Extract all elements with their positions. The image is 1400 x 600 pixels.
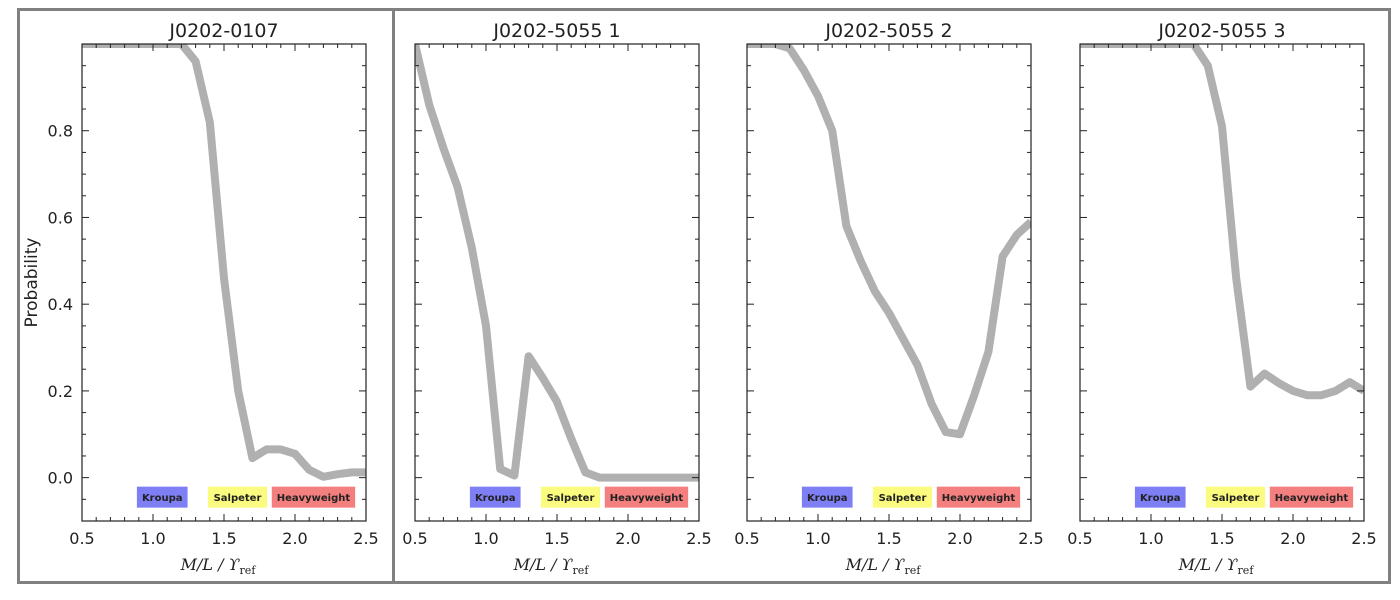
axes-frame (414, 43, 700, 522)
y-tick-label: 0.4 (48, 295, 73, 314)
subplot-3: J0202-5055 2 Kroupa Salpeter Heavyweight 0.5… (734, 20, 1043, 577)
subplot-title: J0202-0107 (168, 20, 278, 42)
x-axis-label-main: M/L / ϒ (845, 555, 906, 574)
band-heavyweight (1269, 486, 1354, 508)
x-tick-label: 1.5 (211, 529, 236, 548)
x-tick-label: 1.0 (1138, 529, 1163, 548)
x-tick-label: 2.0 (615, 529, 640, 548)
band-label: Kroupa (1140, 493, 1181, 504)
subplot-1: J0202-0107 Kroupa Salpeter Heavyweight 0.5 1.… (48, 20, 379, 577)
y-axis-label: Probability (22, 238, 42, 328)
band-label: Salpeter (214, 493, 262, 504)
x-tick-label: 0.5 (1067, 529, 1092, 548)
y-tick-label: 0.8 (48, 122, 73, 141)
x-tick-label: 1.5 (544, 529, 569, 548)
x-axis-label-main: M/L / ϒ (180, 555, 241, 574)
y-tick-label: 0.2 (48, 382, 73, 401)
x-axis-label-main: M/L / ϒ (513, 555, 574, 574)
x-tick-label: 2.0 (1280, 529, 1305, 548)
x-axis-label-subscript: ref (1238, 564, 1255, 577)
probability-curve (415, 44, 699, 482)
band-salpeter (540, 486, 601, 508)
x-axis-label-subscript: ref (905, 564, 922, 577)
x-tick-label: 1.0 (140, 529, 165, 548)
x-axis-label-subscript: ref (573, 564, 590, 577)
band-salpeter (207, 486, 268, 508)
x-axis-label: M/L / ϒref (845, 555, 922, 577)
band-kroupa (469, 486, 521, 508)
band-label: Heavyweight (610, 493, 684, 504)
band-salpeter (1205, 486, 1266, 508)
x-tick-label: 2.5 (1018, 529, 1043, 548)
band-kroupa (136, 486, 188, 508)
probability-curve (747, 44, 1031, 439)
x-tick-label: 0.5 (402, 529, 427, 548)
subplot-4: J0202-5055 3 Kroupa Salpeter Heavyweight 0.5… (1067, 20, 1376, 577)
x-tick-label: 2.5 (686, 529, 711, 548)
x-tick-label: 1.0 (473, 529, 498, 548)
band-label: Salpeter (1212, 493, 1260, 504)
band-label: Kroupa (475, 493, 516, 504)
x-axis-label: M/L / ϒref (180, 555, 257, 577)
x-tick-label: 0.5 (734, 529, 759, 548)
x-tick-label: 1.5 (876, 529, 901, 548)
band-label: Heavyweight (1275, 493, 1349, 504)
subplot-title: J0202-5055 3 (1157, 20, 1285, 42)
y-tick-label: 0.0 (48, 469, 73, 488)
band-label: Kroupa (807, 493, 848, 504)
x-tick-label: 2.5 (353, 529, 378, 548)
band-salpeter (872, 486, 933, 508)
subplot-2: J0202-5055 1 Kroupa Salpeter Heavyweight 0.5… (402, 20, 711, 577)
band-label: Salpeter (547, 493, 595, 504)
band-label: Heavyweight (942, 493, 1016, 504)
x-axis-label-main: M/L / ϒ (1178, 555, 1239, 574)
x-tick-label: 2.5 (1351, 529, 1376, 548)
band-label: Heavyweight (277, 493, 351, 504)
band-kroupa (801, 486, 853, 508)
x-axis-label: M/L / ϒref (513, 555, 590, 577)
band-kroupa (1134, 486, 1186, 508)
x-tick-label: 2.0 (947, 529, 972, 548)
x-tick-label: 1.5 (1209, 529, 1234, 548)
band-heavyweight (936, 486, 1021, 508)
outer-frame-right (392, 8, 1391, 584)
band-heavyweight (604, 486, 689, 508)
band-label: Kroupa (142, 493, 183, 504)
x-tick-label: 0.5 (69, 529, 94, 548)
y-tick-label: 0.6 (48, 208, 73, 227)
probability-curve (1080, 44, 1364, 400)
probability-curve (82, 44, 366, 481)
x-tick-label: 1.0 (805, 529, 830, 548)
x-axis-label: M/L / ϒref (1178, 555, 1255, 577)
subplot-title: J0202-5055 1 (492, 20, 620, 42)
x-axis-label-subscript: ref (240, 564, 257, 577)
band-heavyweight (271, 486, 356, 508)
x-tick-label: 2.0 (282, 529, 307, 548)
subplot-title: J0202-5055 2 (824, 20, 952, 42)
axes-frame (746, 43, 1032, 522)
band-label: Salpeter (879, 493, 927, 504)
